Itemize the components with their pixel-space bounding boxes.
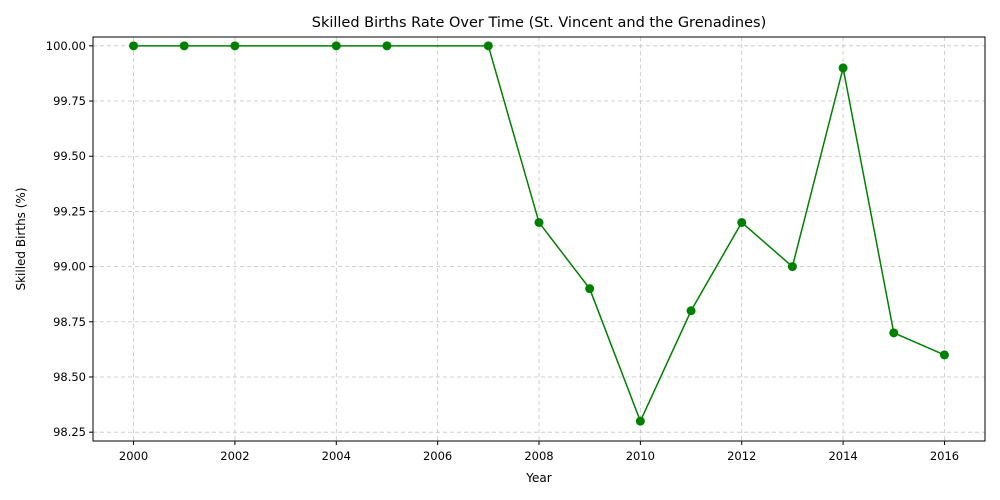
y-tick-label: 98.50 bbox=[53, 370, 86, 384]
data-points bbox=[129, 41, 949, 426]
x-tick-label: 2012 bbox=[727, 449, 756, 463]
chart-title: Skilled Births Rate Over Time (St. Vince… bbox=[312, 15, 767, 31]
grid-lines bbox=[93, 37, 985, 441]
x-tick-label: 2014 bbox=[828, 449, 857, 463]
data-point bbox=[331, 41, 341, 51]
data-point bbox=[129, 41, 139, 51]
data-point bbox=[483, 41, 493, 51]
x-tick-label: 2008 bbox=[524, 449, 553, 463]
data-point bbox=[889, 328, 899, 338]
x-tick-label: 2010 bbox=[626, 449, 655, 463]
y-tick-label: 100.00 bbox=[46, 39, 86, 53]
data-point bbox=[686, 306, 696, 316]
data-point bbox=[179, 41, 189, 51]
data-point bbox=[382, 41, 392, 51]
data-point bbox=[635, 416, 645, 426]
x-axis: 2000 2002 2004 2006 2008 2010 2012 2014 2016 bbox=[119, 441, 959, 463]
x-tick-label: 2016 bbox=[930, 449, 959, 463]
data-point bbox=[230, 41, 240, 51]
y-axis-label: Skilled Births (%) bbox=[14, 187, 28, 290]
x-tick-label: 2004 bbox=[322, 449, 351, 463]
y-tick-label: 98.25 bbox=[53, 425, 86, 439]
data-point bbox=[534, 217, 544, 227]
y-tick-label: 99.25 bbox=[53, 204, 86, 218]
y-tick-label: 99.75 bbox=[53, 94, 86, 108]
y-tick-label: 99.50 bbox=[53, 149, 86, 163]
x-tick-label: 2000 bbox=[119, 449, 148, 463]
y-tick-label: 99.00 bbox=[53, 260, 86, 274]
data-point bbox=[737, 217, 747, 227]
plot-frame bbox=[92, 36, 986, 442]
x-axis-label: Year bbox=[525, 471, 551, 485]
y-axis: 98.25 98.50 98.75 99.00 99.25 99.50 99.75 100.0… bbox=[46, 39, 93, 439]
data-point bbox=[585, 284, 595, 294]
data-point bbox=[838, 63, 848, 73]
x-tick-label: 2006 bbox=[423, 449, 452, 463]
data-point bbox=[939, 350, 949, 360]
data-point bbox=[787, 262, 797, 272]
x-tick-label: 2002 bbox=[220, 449, 249, 463]
y-tick-label: 98.75 bbox=[53, 315, 86, 329]
